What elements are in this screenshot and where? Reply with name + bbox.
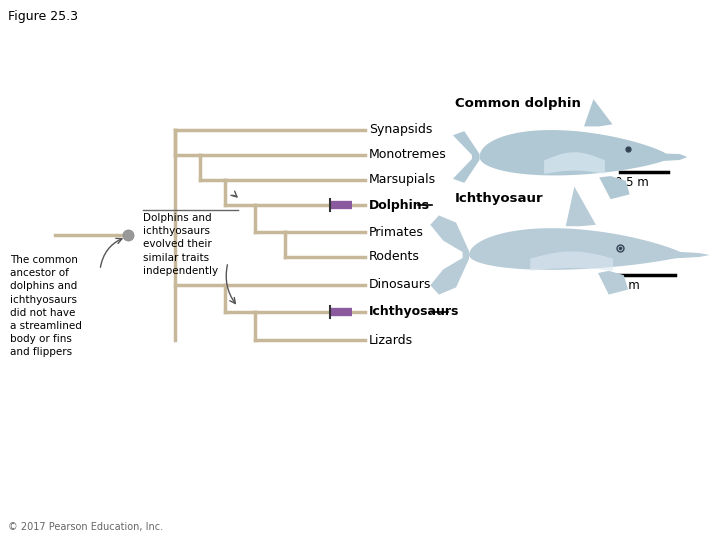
Text: Synapsids: Synapsids	[369, 124, 433, 137]
Polygon shape	[431, 215, 469, 295]
Text: 0.5 m: 0.5 m	[615, 176, 649, 189]
Polygon shape	[645, 250, 710, 260]
Polygon shape	[598, 271, 628, 295]
Text: 1 m: 1 m	[617, 279, 640, 292]
Polygon shape	[646, 153, 688, 162]
Polygon shape	[566, 187, 596, 226]
Polygon shape	[530, 252, 613, 271]
Text: Figure 25.3: Figure 25.3	[8, 10, 78, 23]
Text: Ichthyosaur: Ichthyosaur	[455, 192, 544, 205]
Text: Marsupials: Marsupials	[369, 173, 436, 186]
Polygon shape	[480, 130, 670, 176]
Text: Common dolphin: Common dolphin	[455, 97, 581, 110]
Polygon shape	[599, 176, 629, 199]
Polygon shape	[469, 228, 684, 270]
Text: Dolphins and
ichthyosaurs
evolved their
similar traits
independently: Dolphins and ichthyosaurs evolved their …	[143, 213, 218, 276]
Text: The common
ancestor of
dolphins and
ichthyosaurs
did not have
a streamlined
body: The common ancestor of dolphins and icht…	[10, 255, 82, 357]
Polygon shape	[453, 131, 480, 183]
Text: Monotremes: Monotremes	[369, 148, 446, 161]
Polygon shape	[544, 152, 605, 174]
Text: © 2017 Pearson Education, Inc.: © 2017 Pearson Education, Inc.	[8, 522, 163, 532]
Text: Dolphins: Dolphins	[369, 199, 430, 212]
Text: Lizards: Lizards	[369, 334, 413, 347]
Text: Dinosaurs: Dinosaurs	[369, 279, 431, 292]
Text: Primates: Primates	[369, 226, 424, 239]
Polygon shape	[584, 99, 613, 126]
Text: Ichthyosaurs: Ichthyosaurs	[369, 306, 459, 319]
Text: Rodents: Rodents	[369, 251, 420, 264]
